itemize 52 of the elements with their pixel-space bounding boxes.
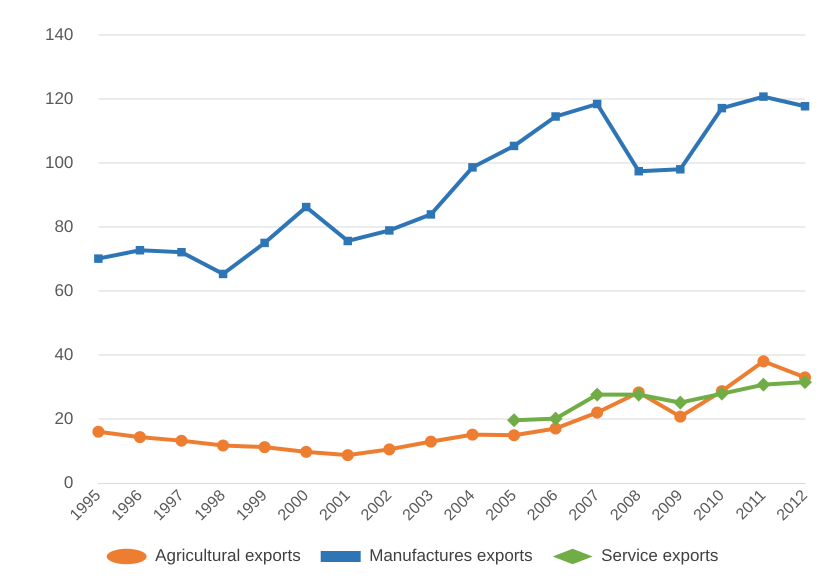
point [674, 410, 686, 423]
point [466, 428, 478, 441]
point [592, 100, 602, 108]
point [134, 431, 146, 444]
point [176, 434, 188, 447]
point [426, 210, 436, 219]
point [676, 165, 685, 174]
point [548, 412, 563, 426]
point [756, 378, 770, 392]
point [94, 254, 103, 263]
y-tick-label: 100 [44, 152, 74, 172]
point [508, 429, 520, 442]
point [759, 92, 768, 101]
point [591, 406, 604, 419]
point [590, 388, 604, 402]
point [136, 246, 144, 255]
point [507, 413, 522, 428]
point [550, 422, 562, 435]
point [510, 142, 518, 150]
point [714, 386, 729, 401]
point [383, 443, 396, 456]
point [632, 388, 646, 402]
y-tick-label: 140 [44, 24, 74, 44]
legend-label: Manufactures exports [369, 546, 533, 566]
point [424, 436, 437, 448]
point [177, 248, 186, 256]
point [673, 396, 688, 410]
y-tick-label: 40 [54, 344, 74, 364]
point [718, 104, 726, 112]
legend-label: Service exports [601, 546, 718, 566]
point [218, 270, 228, 278]
point [260, 238, 269, 248]
y-tick-label: 0 [64, 472, 74, 492]
point [302, 202, 310, 212]
y-tick-label: 60 [54, 280, 74, 300]
legend-label: Agricultural exports [155, 546, 301, 566]
point [634, 166, 643, 176]
point [342, 449, 354, 462]
point [300, 446, 312, 458]
point [800, 102, 810, 110]
y-tick-label: 20 [54, 408, 74, 428]
point [344, 236, 352, 246]
point [258, 441, 271, 454]
point [217, 439, 230, 452]
y-tick-label: 120 [44, 88, 74, 108]
point [551, 112, 560, 121]
point [468, 163, 477, 172]
point [385, 226, 394, 235]
y-tick-label: 80 [54, 216, 74, 236]
point [92, 426, 104, 438]
point [757, 355, 770, 368]
point [798, 375, 812, 390]
